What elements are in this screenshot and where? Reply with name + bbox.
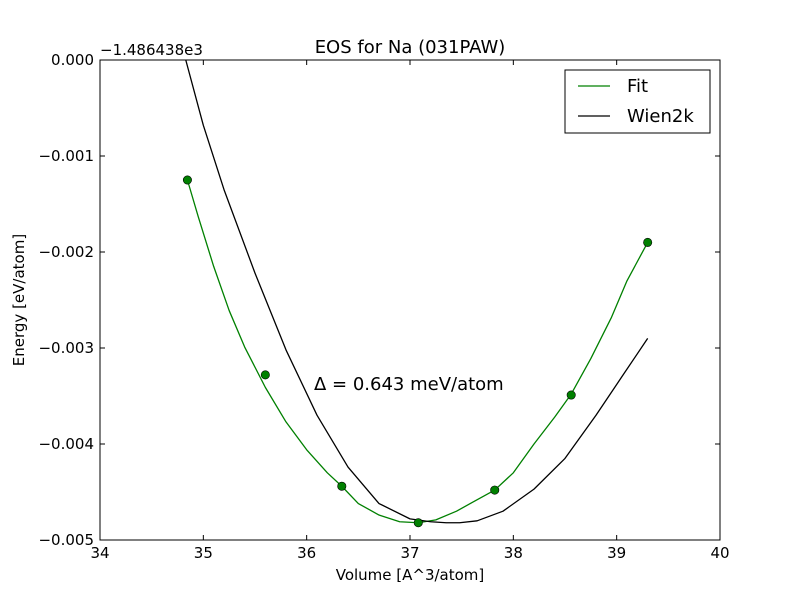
legend-label-wien2k: Wien2k <box>627 106 694 127</box>
plot-area <box>100 60 720 540</box>
y-tick-label: −0.001 <box>38 147 94 165</box>
x-tick-label: 39 <box>607 544 626 562</box>
x-tick-label: 38 <box>504 544 523 562</box>
legend-box <box>564 69 711 134</box>
x-tick-label: 34 <box>90 544 109 562</box>
y-tick-label: −0.003 <box>38 339 94 357</box>
y-axis: 0.000 −0.001 −0.002 −0.003 −0.004 −0.005 <box>38 51 720 549</box>
y-tick-label: 0.000 <box>51 51 94 69</box>
y-offset-text: −1.486438e3 <box>100 41 203 59</box>
legend-label-fit: Fit <box>627 76 648 97</box>
x-tick-label: 35 <box>194 544 213 562</box>
marker-layer <box>182 175 653 528</box>
x-tick-label: 40 <box>710 544 729 562</box>
data-point <box>566 390 576 400</box>
data-point <box>182 175 192 185</box>
delta-annotation: Δ = 0.643 meV/atom <box>314 374 504 395</box>
y-tick-label: −0.004 <box>38 435 94 453</box>
data-point <box>260 370 270 380</box>
x-tick-label: 37 <box>400 544 419 562</box>
x-axis: 34 35 36 37 38 39 40 <box>90 60 730 562</box>
chart-title: EOS for Na (031PAW) <box>315 37 506 58</box>
x-tick-label: 36 <box>297 544 316 562</box>
x-axis-label: Volume [A^3/atom] <box>336 566 485 584</box>
data-point <box>413 518 423 528</box>
y-tick-label: −0.005 <box>38 531 94 549</box>
data-point <box>490 485 500 495</box>
data-point <box>643 237 653 247</box>
y-axis-label: Energy [eV/atom] <box>10 234 28 366</box>
data-point <box>337 481 347 491</box>
legend: Fit Wien2k <box>564 69 711 134</box>
series-line-wien2k <box>185 60 649 524</box>
y-tick-label: −0.002 <box>38 243 94 261</box>
